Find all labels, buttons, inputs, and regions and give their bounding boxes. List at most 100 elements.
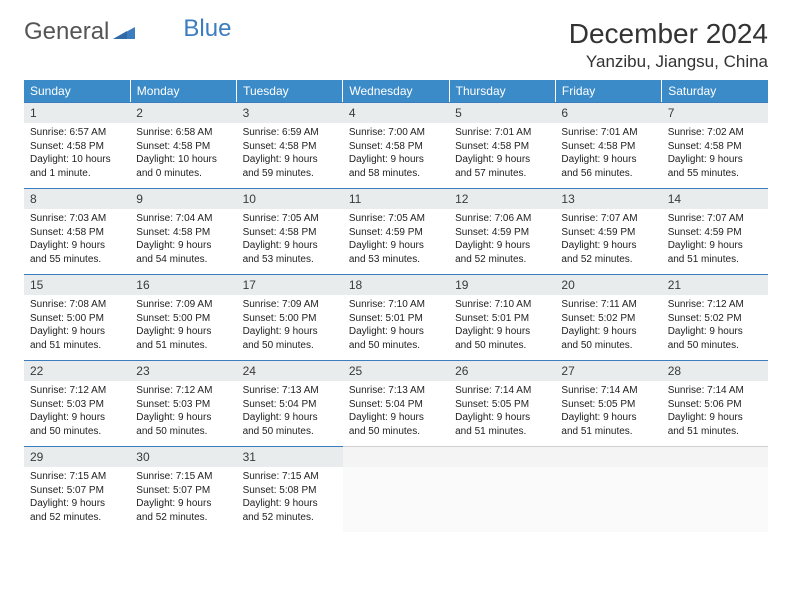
daylight-text: Daylight: 10 hours and 1 minute.: [30, 153, 124, 180]
day-body: Sunrise: 7:12 AMSunset: 5:02 PMDaylight:…: [662, 295, 768, 360]
daylight-text: Daylight: 9 hours and 51 minutes.: [455, 411, 549, 438]
sunset-text: Sunset: 5:04 PM: [349, 398, 443, 412]
sunset-text: Sunset: 4:58 PM: [349, 140, 443, 154]
day-number: 14: [662, 188, 768, 209]
calendar-cell: 12Sunrise: 7:06 AMSunset: 4:59 PMDayligh…: [449, 188, 555, 274]
sunrise-text: Sunrise: 6:57 AM: [30, 126, 124, 140]
sunset-text: Sunset: 4:58 PM: [561, 140, 655, 154]
calendar-cell: 11Sunrise: 7:05 AMSunset: 4:59 PMDayligh…: [343, 188, 449, 274]
weekday-header: Wednesday: [343, 80, 449, 102]
daylight-text: Daylight: 9 hours and 50 minutes.: [243, 411, 337, 438]
day-number: 4: [343, 102, 449, 123]
day-number: [555, 446, 661, 467]
sunrise-text: Sunrise: 7:09 AM: [136, 298, 230, 312]
sunset-text: Sunset: 5:01 PM: [455, 312, 549, 326]
weekday-header: Monday: [130, 80, 236, 102]
calendar-cell: 29Sunrise: 7:15 AMSunset: 5:07 PMDayligh…: [24, 446, 130, 532]
calendar-cell: 16Sunrise: 7:09 AMSunset: 5:00 PMDayligh…: [130, 274, 236, 360]
calendar-cell: [662, 446, 768, 532]
sunset-text: Sunset: 5:00 PM: [243, 312, 337, 326]
day-body: Sunrise: 7:01 AMSunset: 4:58 PMDaylight:…: [555, 123, 661, 188]
sunset-text: Sunset: 5:00 PM: [136, 312, 230, 326]
sunrise-text: Sunrise: 7:06 AM: [455, 212, 549, 226]
sunset-text: Sunset: 4:59 PM: [455, 226, 549, 240]
day-body: Sunrise: 7:15 AMSunset: 5:07 PMDaylight:…: [24, 467, 130, 532]
day-number: 9: [130, 188, 236, 209]
sunset-text: Sunset: 4:58 PM: [30, 226, 124, 240]
day-number: 20: [555, 274, 661, 295]
calendar-cell: 22Sunrise: 7:12 AMSunset: 5:03 PMDayligh…: [24, 360, 130, 446]
day-number: 3: [237, 102, 343, 123]
daylight-text: Daylight: 9 hours and 55 minutes.: [668, 153, 762, 180]
day-body: Sunrise: 7:15 AMSunset: 5:07 PMDaylight:…: [130, 467, 236, 532]
sunrise-text: Sunrise: 7:14 AM: [561, 384, 655, 398]
daylight-text: Daylight: 9 hours and 52 minutes.: [136, 497, 230, 524]
sunrise-text: Sunrise: 7:02 AM: [668, 126, 762, 140]
calendar-cell: 14Sunrise: 7:07 AMSunset: 4:59 PMDayligh…: [662, 188, 768, 274]
month-title: December 2024: [569, 18, 768, 50]
day-body: Sunrise: 7:09 AMSunset: 5:00 PMDaylight:…: [237, 295, 343, 360]
logo-triangle-icon: [113, 18, 135, 46]
daylight-text: Daylight: 9 hours and 52 minutes.: [455, 239, 549, 266]
calendar-row: 29Sunrise: 7:15 AMSunset: 5:07 PMDayligh…: [24, 446, 768, 532]
sunset-text: Sunset: 4:59 PM: [668, 226, 762, 240]
location-title: Yanzibu, Jiangsu, China: [569, 52, 768, 72]
day-body: Sunrise: 7:05 AMSunset: 4:59 PMDaylight:…: [343, 209, 449, 274]
sunset-text: Sunset: 4:58 PM: [455, 140, 549, 154]
day-number: 27: [555, 360, 661, 381]
daylight-text: Daylight: 9 hours and 50 minutes.: [136, 411, 230, 438]
title-block: December 2024 Yanzibu, Jiangsu, China: [569, 18, 768, 72]
sunrise-text: Sunrise: 6:59 AM: [243, 126, 337, 140]
day-number: 24: [237, 360, 343, 381]
day-body: Sunrise: 6:59 AMSunset: 4:58 PMDaylight:…: [237, 123, 343, 188]
day-number: 2: [130, 102, 236, 123]
day-body: [449, 467, 555, 532]
calendar-cell: 5Sunrise: 7:01 AMSunset: 4:58 PMDaylight…: [449, 102, 555, 188]
day-body: Sunrise: 7:10 AMSunset: 5:01 PMDaylight:…: [343, 295, 449, 360]
day-number: 30: [130, 446, 236, 467]
day-number: 5: [449, 102, 555, 123]
day-number: 16: [130, 274, 236, 295]
day-body: Sunrise: 7:13 AMSunset: 5:04 PMDaylight:…: [343, 381, 449, 446]
sunrise-text: Sunrise: 7:07 AM: [561, 212, 655, 226]
day-body: Sunrise: 7:06 AMSunset: 4:59 PMDaylight:…: [449, 209, 555, 274]
day-body: Sunrise: 7:08 AMSunset: 5:00 PMDaylight:…: [24, 295, 130, 360]
weekday-header: Friday: [555, 80, 661, 102]
daylight-text: Daylight: 9 hours and 50 minutes.: [668, 325, 762, 352]
sunset-text: Sunset: 5:01 PM: [349, 312, 443, 326]
calendar-row: 1Sunrise: 6:57 AMSunset: 4:58 PMDaylight…: [24, 102, 768, 188]
sunrise-text: Sunrise: 7:10 AM: [349, 298, 443, 312]
day-body: Sunrise: 7:07 AMSunset: 4:59 PMDaylight:…: [662, 209, 768, 274]
day-body: Sunrise: 7:14 AMSunset: 5:05 PMDaylight:…: [449, 381, 555, 446]
calendar-row: 8Sunrise: 7:03 AMSunset: 4:58 PMDaylight…: [24, 188, 768, 274]
calendar-cell: 17Sunrise: 7:09 AMSunset: 5:00 PMDayligh…: [237, 274, 343, 360]
day-body: Sunrise: 6:57 AMSunset: 4:58 PMDaylight:…: [24, 123, 130, 188]
day-number: 12: [449, 188, 555, 209]
day-number: 23: [130, 360, 236, 381]
calendar-cell: 6Sunrise: 7:01 AMSunset: 4:58 PMDaylight…: [555, 102, 661, 188]
sunrise-text: Sunrise: 7:13 AM: [243, 384, 337, 398]
calendar-cell: 13Sunrise: 7:07 AMSunset: 4:59 PMDayligh…: [555, 188, 661, 274]
calendar-cell: 26Sunrise: 7:14 AMSunset: 5:05 PMDayligh…: [449, 360, 555, 446]
day-body: Sunrise: 7:09 AMSunset: 5:00 PMDaylight:…: [130, 295, 236, 360]
sunset-text: Sunset: 4:58 PM: [30, 140, 124, 154]
daylight-text: Daylight: 9 hours and 51 minutes.: [30, 325, 124, 352]
daylight-text: Daylight: 9 hours and 51 minutes.: [561, 411, 655, 438]
day-number: 22: [24, 360, 130, 381]
daylight-text: Daylight: 9 hours and 51 minutes.: [668, 239, 762, 266]
sunset-text: Sunset: 5:03 PM: [30, 398, 124, 412]
sunset-text: Sunset: 4:59 PM: [349, 226, 443, 240]
sunset-text: Sunset: 5:00 PM: [30, 312, 124, 326]
sunrise-text: Sunrise: 7:01 AM: [561, 126, 655, 140]
sunset-text: Sunset: 5:05 PM: [561, 398, 655, 412]
weekday-header-row: Sunday Monday Tuesday Wednesday Thursday…: [24, 80, 768, 102]
daylight-text: Daylight: 9 hours and 58 minutes.: [349, 153, 443, 180]
calendar-table: Sunday Monday Tuesday Wednesday Thursday…: [24, 80, 768, 532]
day-body: Sunrise: 6:58 AMSunset: 4:58 PMDaylight:…: [130, 123, 236, 188]
daylight-text: Daylight: 9 hours and 57 minutes.: [455, 153, 549, 180]
sunset-text: Sunset: 5:08 PM: [243, 484, 337, 498]
calendar-cell: [343, 446, 449, 532]
calendar-cell: 4Sunrise: 7:00 AMSunset: 4:58 PMDaylight…: [343, 102, 449, 188]
sunset-text: Sunset: 5:03 PM: [136, 398, 230, 412]
daylight-text: Daylight: 10 hours and 0 minutes.: [136, 153, 230, 180]
